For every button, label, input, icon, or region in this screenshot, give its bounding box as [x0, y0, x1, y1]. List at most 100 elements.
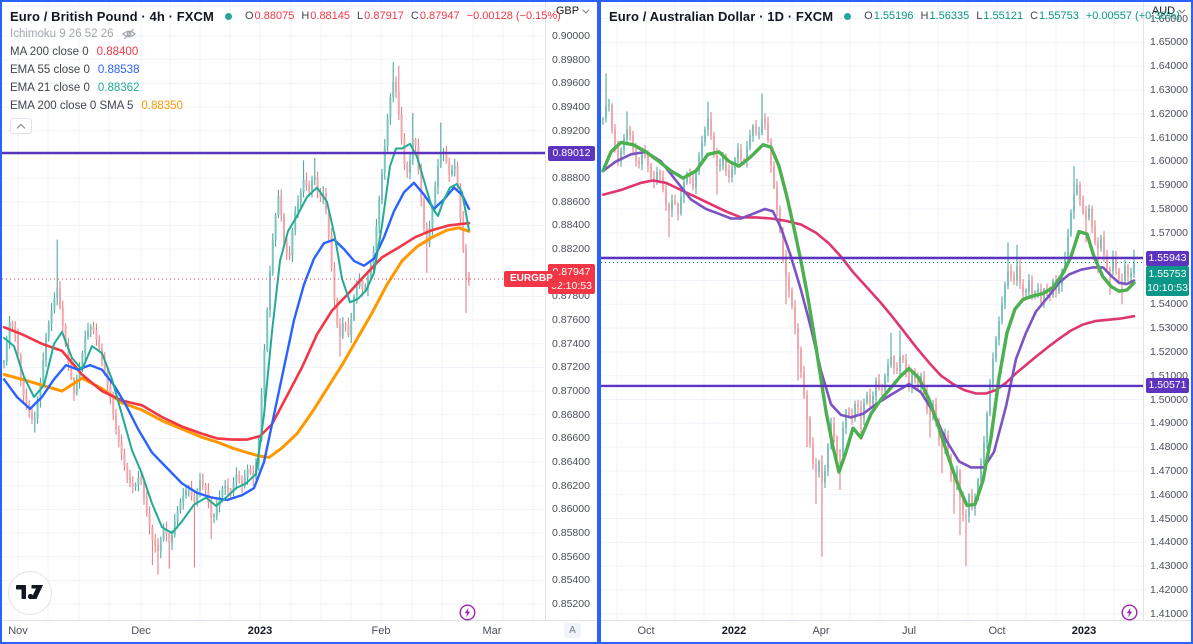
eye-off-icon[interactable] [121, 28, 136, 41]
level-price-badge: 1.50571 [1146, 378, 1189, 394]
price-tick-label: 0.87000 [552, 385, 590, 398]
indicator-value: 0.88350 [141, 100, 183, 112]
price-tick-label: 0.89800 [552, 53, 590, 66]
level-price-badge: 1.55943 [1146, 250, 1189, 266]
time-tick-label: Feb [371, 625, 391, 637]
legend-indicator-row[interactable]: MA 200 close 0 0.88400 [10, 43, 561, 61]
price-tick-label: 1.59000 [1150, 179, 1188, 192]
ohlc-change: +0.00557 (+0.36%) [1085, 10, 1180, 22]
candles-group [602, 73, 1135, 567]
time-tick-label: Oct [988, 625, 1006, 637]
last-price-value: 1.55753 [1148, 268, 1187, 280]
ohlc-item: C0.87947 [410, 10, 460, 22]
price-axis-currency-button[interactable]: GBP [546, 5, 597, 17]
eurgbp-time-axis[interactable]: Nov Dec 2023 Feb Mar [2, 620, 597, 642]
price-tick-label: 0.86800 [552, 408, 590, 421]
delayed-data-lightning-icon[interactable] [1121, 604, 1138, 621]
price-axis-currency-button[interactable]: AUD [1144, 5, 1191, 17]
price-tick-label: 1.63000 [1150, 83, 1188, 96]
eurgbp-chart-pane: Euro / British Pound · 4h · FXCM O0.8807… [0, 0, 599, 644]
price-tick-label: 0.89400 [552, 101, 590, 114]
price-tick-label: 0.90000 [552, 30, 590, 43]
legend-indicator-row[interactable]: EMA 21 close 0 0.88362 [10, 79, 561, 97]
price-tick-label: 1.47000 [1150, 464, 1188, 477]
indicator-label: EMA 55 close 0 [10, 64, 90, 76]
legend-indicator-row[interactable]: EMA 55 close 0 0.88538 [10, 61, 561, 79]
price-tick-label: 1.50000 [1150, 393, 1188, 406]
time-tick-label: Jul [901, 625, 917, 637]
price-tick-label: 0.86200 [552, 479, 590, 492]
delayed-data-lightning-icon[interactable] [459, 604, 476, 621]
price-tick-label: 1.45000 [1150, 512, 1188, 525]
auto-scale-button[interactable]: A [564, 623, 581, 638]
indicator-line-ema-200-sma-5 [2, 226, 471, 459]
eurgbp-price-line-tag[interactable]: EURGBP [504, 271, 559, 288]
ohlc-item: L1.55121 [976, 10, 1024, 22]
euraud-chart-pane: Euro / Australian Dollar · 1D · FXCM O1.… [599, 0, 1193, 644]
tradingview-logo-icon [16, 585, 43, 600]
price-tick-label: 1.62000 [1150, 107, 1188, 120]
price-tick-label: 0.85600 [552, 550, 590, 563]
market-status-dot-icon[interactable] [844, 12, 852, 20]
indicator-line-ema-21 [3, 142, 470, 535]
time-tick-label: Apr [812, 625, 830, 637]
euraud-price-axis[interactable]: AUD 1.66000 1.65000 1.64000 1.63000 1.62000 1… [1143, 2, 1191, 620]
price-tick-label: 1.65000 [1150, 36, 1188, 49]
price-tick-label: 0.89200 [552, 124, 590, 137]
time-tick-label: Dec [131, 625, 151, 637]
eurgbp-ohlc-values: O0.88075 H0.88145 L0.87917 C0.87947 −0.00128… [245, 10, 561, 22]
indicator-label: MA 200 close 0 [10, 46, 89, 58]
gridlines [601, 2, 1143, 620]
indicator-lines-group [601, 140, 1136, 508]
level-price-badge: 0.89012 [548, 145, 595, 161]
indicator-line-ma-crimson [601, 179, 1136, 395]
price-tick-label: 1.48000 [1150, 441, 1188, 454]
ohlc-item: L0.87917 [357, 10, 404, 22]
bar-countdown: 02:10:53 [551, 280, 592, 292]
indicator-value: 0.88400 [96, 46, 139, 58]
legend-collapse-button[interactable] [10, 118, 32, 134]
euraud-plot-area[interactable] [601, 2, 1143, 620]
market-status-dot-icon[interactable] [224, 12, 232, 20]
price-tick-label: 0.88800 [552, 172, 590, 185]
time-tick-label: 2023 [1071, 625, 1097, 637]
price-tick-label: 1.52000 [1150, 345, 1188, 358]
price-tick-label: 0.85400 [552, 574, 590, 587]
eurgbp-plot-area[interactable] [2, 2, 545, 620]
chevron-up-icon [16, 123, 26, 133]
indicator-label: EMA 200 close 0 SMA 5 [10, 100, 134, 112]
price-tick-label: 1.64000 [1150, 60, 1188, 73]
price-tick-label: 0.89600 [552, 77, 590, 90]
price-tick-label: 1.60000 [1150, 155, 1188, 168]
price-tick-label: 0.86600 [552, 432, 590, 445]
bar-countdown: 10:10:53 [1147, 282, 1188, 294]
price-tick-label: 1.53000 [1150, 322, 1188, 335]
eurgbp-legend: Euro / British Pound · 4h · FXCM O0.8807… [10, 7, 561, 134]
price-tick-label: 0.85200 [552, 598, 590, 611]
euraud-ohlc-values: O1.55196 H1.56335 L1.55121 C1.55753 +0.00557… [864, 10, 1180, 22]
price-tick-label: 0.88600 [552, 195, 590, 208]
ohlc-item: H1.56335 [920, 10, 970, 22]
price-tick-label: 0.86000 [552, 503, 590, 516]
time-tick-label: 2023 [247, 625, 273, 637]
euraud-time-axis[interactable]: Oct 2022 Apr Jul Oct 2023 [601, 620, 1191, 642]
ohlc-item: O0.88075 [244, 10, 295, 22]
tradingview-logo[interactable] [8, 571, 52, 615]
legend-indicator-row[interactable]: EMA 200 close 0 SMA 5 0.88350 [10, 97, 561, 115]
price-tick-label: 0.87400 [552, 337, 590, 350]
legend-indicator-row[interactable]: Ichimoku 9 26 52 26 [10, 25, 561, 43]
euraud-symbol-title[interactable]: Euro / Australian Dollar · 1D · FXCM [609, 8, 834, 24]
ohlc-item: C1.55753 [1030, 10, 1079, 22]
price-tick-label: 0.87200 [552, 361, 590, 374]
eurgbp-symbol-title[interactable]: Euro / British Pound · 4h · FXCM [10, 8, 214, 24]
ohlc-change: −0.00128 (−0.15%) [466, 10, 561, 22]
price-tick-label: 1.49000 [1150, 417, 1188, 430]
time-tick-label: Oct [637, 625, 655, 637]
price-tick-label: 1.44000 [1150, 536, 1188, 549]
price-tick-label: 1.57000 [1150, 226, 1188, 239]
price-tick-label: 1.66000 [1150, 12, 1188, 25]
price-tick-label: 1.42000 [1150, 583, 1188, 596]
ohlc-item: H0.88145 [301, 10, 351, 22]
indicator-line-ma-200 [2, 221, 471, 441]
price-tick-label: 0.87600 [552, 314, 590, 327]
